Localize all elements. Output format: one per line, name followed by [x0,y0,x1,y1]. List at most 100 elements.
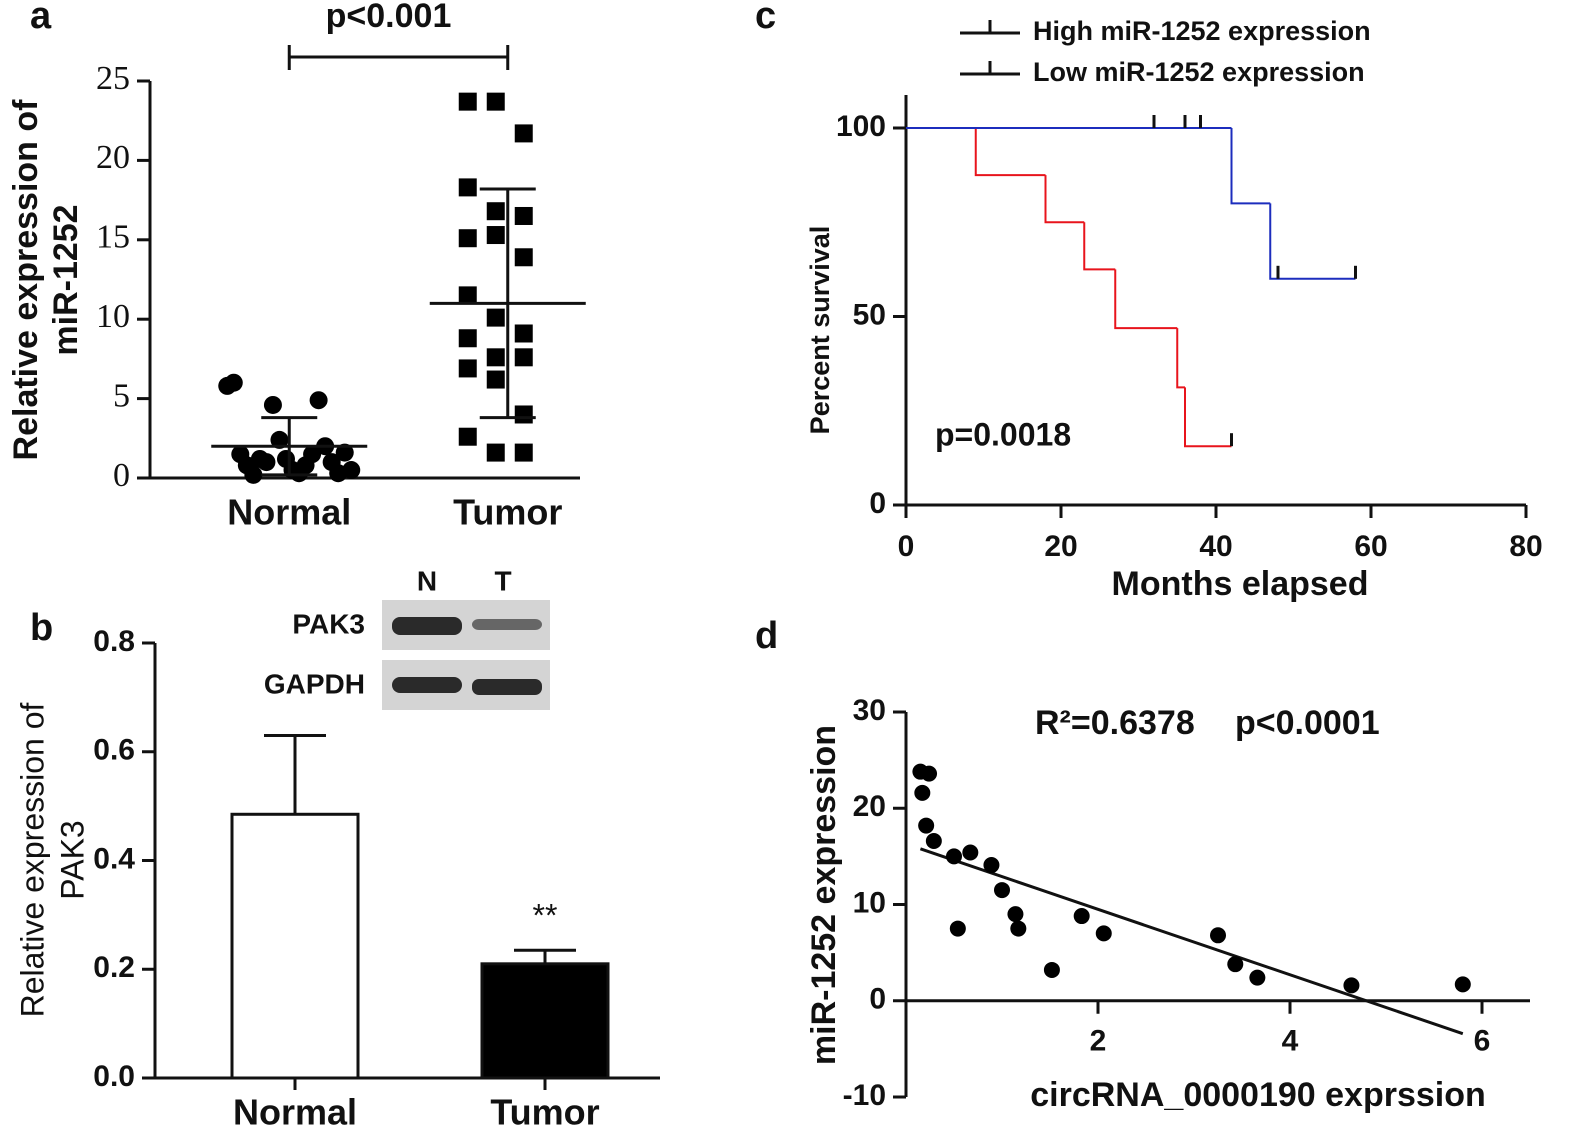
data-point [918,817,935,834]
annotation: R²=0.6378 [1035,704,1195,742]
y-tick-label: 100 [836,110,886,143]
data-point [335,443,354,462]
annotation: p<0.0001 [1235,704,1380,742]
data-point [1043,961,1060,978]
legend-label: Low miR-1252 expression [1033,57,1365,87]
y-tick-label: 25 [96,60,130,97]
blot-row-label: GAPDH [264,668,365,699]
data-point [458,329,477,348]
survival-step [1269,203,1356,280]
data-point [514,248,533,267]
data-point [458,286,477,305]
data-point [1095,925,1112,942]
data-point [983,857,1000,874]
y-tick-label: 5 [113,377,130,414]
data-point [458,359,477,378]
survival-step [1083,222,1116,271]
data-point [1073,908,1090,925]
data-point [925,832,942,849]
data-point [486,308,505,327]
data-point [244,465,263,484]
survival-step [1176,328,1185,389]
x-tick-label: 6 [1474,1025,1491,1058]
x-axis-label: Months elapsed [1112,565,1369,603]
data-point [486,443,505,462]
data-point [514,348,533,367]
x-tick-label: 2 [1090,1025,1107,1058]
x-tick-label: 0 [898,530,915,563]
annotation: p<0.001 [326,0,452,35]
data-point [914,784,931,801]
bar [230,812,360,1080]
data-point [949,920,966,937]
x-tick-label: 20 [1044,530,1077,563]
y-axis-label: Relative expression of [14,702,50,1017]
x-tick-label: Normal [233,1092,357,1133]
survival-step [1044,175,1085,224]
panel-label: d [755,615,778,657]
data-point [514,124,533,143]
panel-label: c [755,0,776,37]
y-tick-label: 0.6 [93,734,135,767]
y-axis-label: Relative expression of [7,99,45,461]
blot-lane-label: T [494,565,511,596]
bar [480,962,610,1080]
x-tick-label: Tumor [490,1092,599,1133]
data-point [1007,906,1024,923]
survival-step [1114,269,1178,330]
data-point [514,206,533,225]
data-point [1454,976,1471,993]
x-tick-label: 60 [1354,530,1387,563]
data-point [1210,927,1226,944]
data-point [1227,956,1244,973]
y-tick-label: 0.2 [93,951,135,984]
data-point [458,92,477,111]
regression-line [919,847,1464,1036]
survival-step [974,128,1046,177]
y-axis-label: PAK3 [54,820,90,899]
y-tick-label: 30 [853,694,886,727]
data-point [486,348,505,367]
y-tick-label: 20 [853,790,886,823]
data-point [486,226,505,245]
y-tick-label: -10 [843,1079,886,1112]
y-tick-label: 20 [96,139,130,176]
data-point [303,445,322,464]
x-tick-label: 4 [1282,1025,1299,1058]
error-bar [479,187,536,420]
data-point [1343,977,1360,994]
y-axis-label: Percent survival [805,226,835,435]
data-point [270,430,289,449]
blot-band [472,619,542,630]
y-tick-label: 50 [853,298,886,331]
data-point [309,391,328,410]
x-tick-label: Normal [227,492,351,533]
x-tick-label: 80 [1509,530,1542,563]
survival-step [1184,387,1232,448]
data-point [514,443,533,462]
y-tick-label: 10 [853,886,886,919]
blot-band [392,617,462,635]
blot-row-label: PAK3 [292,608,365,639]
y-tick-label: 0 [113,457,130,494]
data-point [1010,920,1027,937]
data-point [458,427,477,446]
data-point [514,324,533,343]
data-point [486,92,505,111]
annotation: ** [533,897,558,933]
panel-label: b [30,607,53,649]
data-point [1249,969,1266,986]
data-point [486,202,505,221]
data-point [921,765,938,782]
data-point [458,178,477,197]
data-point [257,453,276,472]
data-point [458,229,477,248]
y-tick-label: 15 [96,219,130,256]
error-bar [261,416,318,477]
y-axis-label: miR-1252 expression [805,725,843,1065]
blot-band [472,679,542,695]
y-tick-label: 0.4 [93,842,135,875]
data-point [514,405,533,424]
data-point [342,461,361,480]
